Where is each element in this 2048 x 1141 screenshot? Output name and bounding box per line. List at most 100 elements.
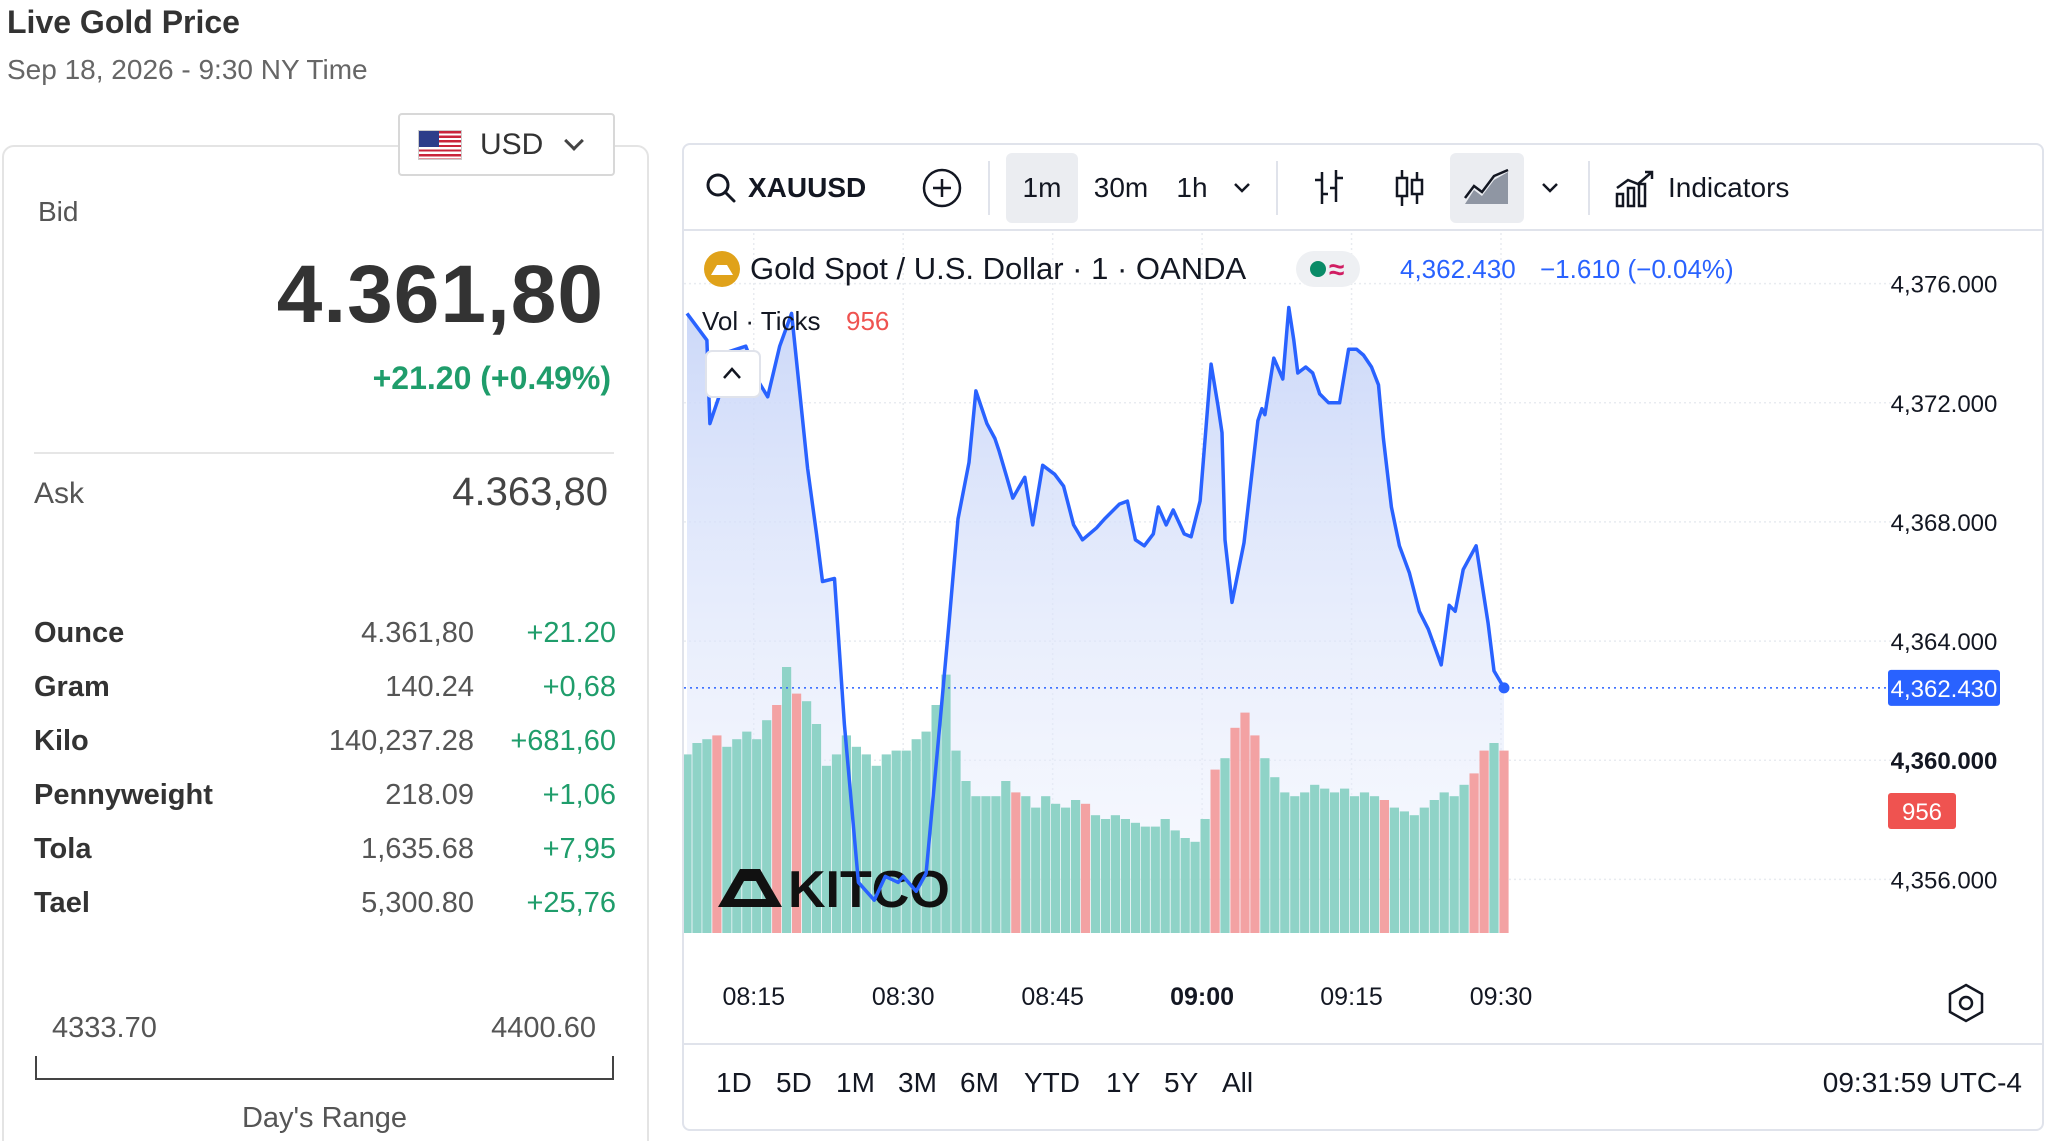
range-6m[interactable]: 6M bbox=[960, 1067, 999, 1098]
page-title: Live Gold Price bbox=[7, 4, 240, 40]
range-1m[interactable]: 1M bbox=[836, 1067, 875, 1098]
compare-symbol-button[interactable] bbox=[914, 153, 970, 223]
price-tick-label: 4,364.000 bbox=[1891, 629, 1998, 656]
volume-bar bbox=[782, 667, 792, 933]
interval-30m[interactable]: 30m bbox=[1093, 172, 1149, 203]
volume-bar bbox=[1170, 830, 1180, 933]
range-5y[interactable]: 5Y bbox=[1164, 1067, 1199, 1098]
volume-bar bbox=[1499, 750, 1509, 933]
area-style-button[interactable] bbox=[1450, 153, 1524, 223]
gear-icon bbox=[1948, 983, 1984, 1023]
volume-bar bbox=[792, 693, 802, 933]
volume-bar bbox=[1409, 815, 1419, 933]
chart-clock: 09:31:59 UTC-4 bbox=[1822, 1067, 2022, 1098]
unit-change: +7,95 bbox=[542, 832, 616, 865]
volume-bar bbox=[1220, 758, 1230, 933]
unit-row-tola: Tola 1,635.68 +7,95 bbox=[34, 822, 616, 876]
volume-bar bbox=[684, 754, 692, 933]
volume-bar bbox=[831, 754, 842, 933]
bars-style-button[interactable] bbox=[1294, 153, 1364, 223]
indicators-button[interactable]: Indicators bbox=[1606, 153, 1816, 223]
volume-bar bbox=[941, 674, 951, 933]
volume-bar bbox=[1160, 819, 1170, 933]
last-price-badge-label: 4,362.430 bbox=[1891, 676, 1998, 703]
chart-style-dropdown[interactable] bbox=[1530, 153, 1570, 223]
day-range-low: 4333.70 bbox=[52, 1012, 157, 1044]
market-open-dot bbox=[1310, 261, 1326, 277]
unit-name: Tael bbox=[34, 886, 90, 919]
volume-badge-label: 956 bbox=[1902, 799, 1942, 826]
unit-price: 5,300.80 bbox=[361, 886, 474, 919]
indicators-label: Indicators bbox=[1668, 172, 1790, 203]
chevron-down-icon bbox=[564, 130, 585, 151]
volume-bar bbox=[811, 724, 822, 933]
symbol-search-button[interactable]: XAUUSD bbox=[700, 153, 870, 223]
plus-circle-icon bbox=[922, 168, 962, 208]
volume-bar bbox=[1389, 807, 1399, 933]
unit-name: Ounce bbox=[34, 616, 125, 649]
price-chart[interactable]: KITCO 4,356.000 4,360.000 4,364.000 4,368.0… bbox=[684, 233, 2042, 1045]
unit-row-gram: Gram 140.24 +0,68 bbox=[34, 660, 616, 714]
legend-title: Gold Spot / U.S. Dollar · 1 · OANDA bbox=[750, 251, 1246, 286]
gold-bar-glyph bbox=[711, 265, 733, 275]
unit-name: Kilo bbox=[34, 724, 89, 757]
volume-bar bbox=[1290, 796, 1300, 933]
volume-bar bbox=[1080, 803, 1091, 933]
range-1y[interactable]: 1Y bbox=[1106, 1067, 1141, 1098]
currency-select[interactable]: USD bbox=[398, 113, 615, 176]
range-3m[interactable]: 3M bbox=[898, 1067, 937, 1098]
market-status-pill bbox=[1296, 251, 1360, 287]
volume-bar bbox=[1300, 792, 1310, 933]
page-subtitle: Sep 18, 2026 - 9:30 NY Time bbox=[7, 54, 368, 85]
indicators-icon bbox=[1615, 170, 1654, 208]
chevron-down-icon bbox=[1542, 183, 1558, 193]
toolbar-separator bbox=[988, 161, 990, 215]
volume-bar bbox=[722, 746, 732, 933]
volume-bar bbox=[971, 796, 981, 933]
unit-row-kilo: Kilo 140,237.28 +681,60 bbox=[34, 714, 616, 768]
range-1d[interactable]: 1D bbox=[716, 1067, 752, 1098]
volume-bar bbox=[802, 701, 812, 933]
us-flag-icon bbox=[418, 129, 462, 160]
time-tick-label: 08:45 bbox=[1021, 983, 1084, 1011]
volume-bar bbox=[1110, 815, 1120, 933]
volume-bar bbox=[1120, 819, 1130, 933]
legend-collapse-button[interactable] bbox=[705, 350, 761, 398]
volume-bar bbox=[821, 765, 832, 933]
candles-style-button[interactable] bbox=[1374, 153, 1444, 223]
price-line bbox=[684, 305, 1894, 902]
volume-bar bbox=[1051, 803, 1061, 933]
ask-label: Ask bbox=[34, 477, 85, 510]
interval-1h[interactable]: 1h bbox=[1176, 172, 1208, 203]
interval-dropdown[interactable] bbox=[1222, 153, 1262, 223]
legend-last-price: 4,362.430 bbox=[1400, 254, 1516, 284]
chevron-up-icon bbox=[723, 367, 741, 379]
range-all[interactable]: All bbox=[1222, 1067, 1254, 1098]
price-line-path bbox=[685, 305, 1506, 902]
volume-bar bbox=[1180, 838, 1190, 933]
range-ytd[interactable]: YTD bbox=[1024, 1067, 1080, 1098]
day-range-label: Day's Range bbox=[241, 1102, 408, 1134]
volume-bar bbox=[1200, 819, 1210, 933]
price-area-fill bbox=[687, 307, 1504, 933]
range-5d[interactable]: 5D bbox=[776, 1067, 812, 1098]
volume-bar bbox=[692, 743, 702, 933]
price-tick-label: 4,376.000 bbox=[1891, 272, 1998, 299]
volume-bar bbox=[702, 739, 712, 933]
volume-bar bbox=[1310, 784, 1320, 933]
scale-settings-button[interactable] bbox=[1948, 983, 1984, 1023]
time-tick-label: 09:30 bbox=[1470, 983, 1533, 1011]
unit-name: Gram bbox=[34, 670, 110, 703]
last-price-badge bbox=[1888, 669, 2000, 706]
volume-bar bbox=[881, 754, 891, 933]
volume-bar bbox=[1061, 807, 1071, 933]
volume-bar bbox=[1330, 792, 1340, 933]
interval-1m[interactable]: 1m bbox=[1006, 153, 1078, 223]
unit-change: +1,06 bbox=[542, 778, 616, 811]
chevron-down-icon bbox=[1234, 183, 1250, 193]
volume-bar bbox=[891, 750, 901, 933]
toolbar-separator bbox=[1276, 161, 1278, 215]
unit-change: +681,60 bbox=[510, 724, 616, 757]
volume-bar bbox=[772, 705, 782, 933]
ask-price: 4.363,80 bbox=[452, 470, 608, 514]
